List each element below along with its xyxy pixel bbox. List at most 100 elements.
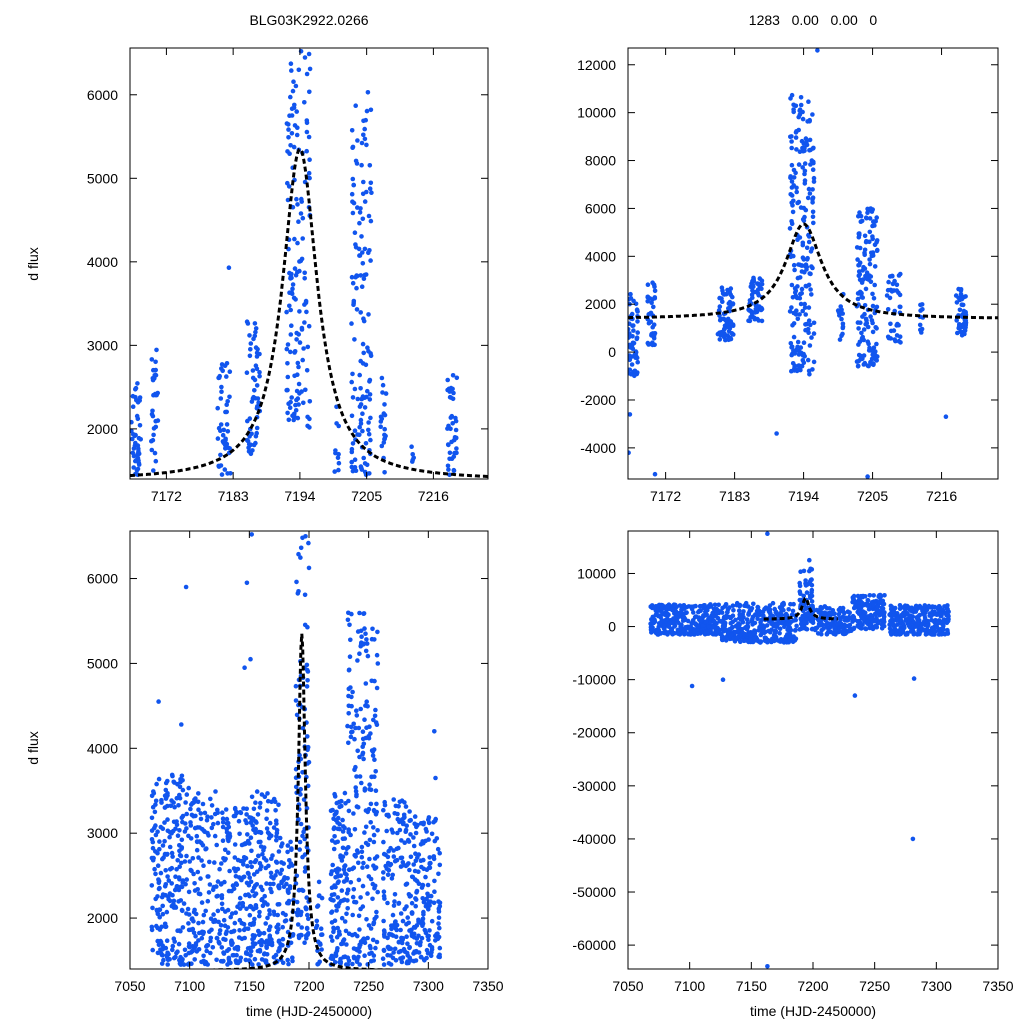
data-point bbox=[935, 620, 941, 625]
data-point bbox=[215, 879, 221, 884]
data-point bbox=[374, 685, 380, 691]
data-point bbox=[872, 242, 878, 248]
data-point bbox=[227, 868, 232, 874]
data-point bbox=[223, 807, 229, 812]
data-point bbox=[358, 464, 364, 469]
data-point bbox=[864, 215, 869, 221]
data-point bbox=[892, 337, 897, 342]
data-point bbox=[723, 627, 728, 633]
data-point bbox=[407, 809, 412, 814]
data-point bbox=[250, 448, 255, 453]
data-point bbox=[178, 778, 184, 784]
data-point bbox=[250, 940, 256, 946]
data-point bbox=[909, 605, 914, 611]
data-point bbox=[747, 318, 753, 324]
data-point bbox=[195, 799, 201, 805]
data-point bbox=[380, 956, 386, 961]
data-point bbox=[334, 908, 339, 913]
data-point bbox=[173, 826, 178, 832]
data-point bbox=[856, 358, 861, 364]
data-point bbox=[730, 603, 736, 608]
data-point bbox=[414, 948, 419, 954]
data-point bbox=[262, 794, 268, 800]
data-point bbox=[304, 129, 310, 135]
data-point bbox=[681, 603, 687, 608]
data-point bbox=[787, 226, 793, 231]
data-point bbox=[244, 580, 250, 586]
data-point bbox=[258, 830, 264, 836]
data-point bbox=[360, 394, 366, 399]
data-point bbox=[877, 600, 883, 605]
data-point bbox=[659, 604, 664, 610]
data-point bbox=[429, 831, 435, 837]
data-point bbox=[743, 624, 749, 630]
data-point bbox=[402, 840, 408, 845]
data-point bbox=[873, 325, 878, 330]
data-point bbox=[296, 67, 302, 73]
data-point bbox=[135, 452, 140, 458]
data-point bbox=[367, 163, 373, 168]
data-point bbox=[315, 948, 320, 953]
data-point bbox=[366, 431, 372, 437]
data-point bbox=[802, 178, 808, 183]
data-point bbox=[192, 825, 198, 831]
data-point bbox=[350, 912, 356, 918]
data-point bbox=[285, 374, 291, 380]
data-point bbox=[852, 693, 858, 698]
data-point bbox=[427, 855, 433, 860]
data-point bbox=[715, 629, 720, 635]
data-point bbox=[868, 623, 873, 628]
data-point bbox=[367, 856, 372, 862]
data-point bbox=[811, 331, 817, 336]
data-point bbox=[287, 113, 292, 118]
data-point bbox=[207, 859, 212, 865]
data-point bbox=[863, 322, 868, 327]
y-tick-label: 3000 bbox=[87, 337, 118, 353]
data-point bbox=[360, 250, 365, 255]
data-point bbox=[337, 821, 342, 827]
data-point bbox=[290, 205, 296, 210]
data-point bbox=[839, 316, 844, 322]
data-point bbox=[208, 796, 213, 802]
data-point bbox=[857, 272, 863, 277]
data-point bbox=[794, 147, 799, 152]
data-point bbox=[691, 610, 696, 615]
data-point bbox=[298, 211, 304, 216]
data-point bbox=[372, 916, 378, 922]
data-point bbox=[374, 652, 380, 658]
data-point bbox=[350, 371, 355, 377]
data-point bbox=[427, 942, 433, 948]
data-point bbox=[628, 367, 632, 373]
data-point bbox=[349, 128, 355, 133]
data-point bbox=[945, 618, 951, 624]
data-point bbox=[797, 366, 803, 371]
data-point bbox=[194, 833, 200, 839]
data-point bbox=[292, 373, 297, 379]
data-point bbox=[890, 273, 895, 279]
data-point bbox=[261, 848, 266, 853]
x-tick-label: 7205 bbox=[857, 488, 888, 504]
data-point bbox=[791, 618, 796, 623]
data-point bbox=[362, 126, 368, 132]
data-point bbox=[212, 833, 218, 839]
data-point bbox=[353, 274, 358, 280]
data-point bbox=[651, 620, 656, 626]
data-point bbox=[373, 707, 378, 713]
data-point bbox=[957, 297, 963, 303]
top-right-zoom-points bbox=[628, 48, 969, 479]
data-point bbox=[867, 261, 873, 267]
data-point bbox=[222, 442, 228, 448]
data-point bbox=[395, 811, 400, 817]
data-point bbox=[180, 925, 186, 930]
data-point bbox=[288, 307, 294, 313]
data-point bbox=[835, 308, 841, 313]
data-point bbox=[341, 867, 347, 873]
data-point bbox=[332, 825, 337, 830]
data-point bbox=[306, 759, 312, 765]
data-point bbox=[421, 866, 427, 872]
data-point bbox=[836, 611, 842, 617]
data-point bbox=[677, 627, 683, 632]
data-point bbox=[165, 851, 170, 857]
data-point bbox=[297, 752, 302, 758]
data-point bbox=[316, 879, 322, 885]
